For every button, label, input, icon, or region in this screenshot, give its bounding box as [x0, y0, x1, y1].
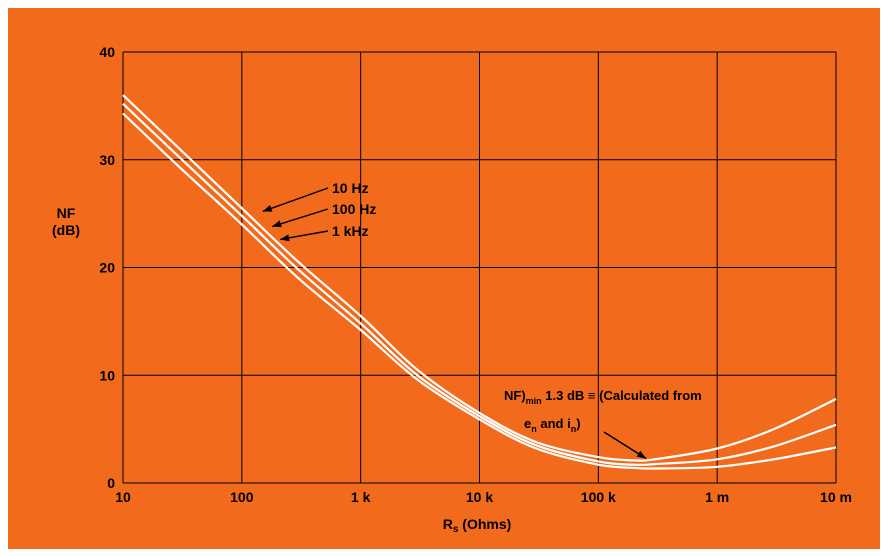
x-tick-label: 10: [115, 489, 131, 505]
series-label: 100 Hz: [332, 201, 376, 217]
nf-min-annotation: NF)min 1.3 dB ≡ (Calculated from en and …: [504, 388, 702, 460]
annotation-arrowhead: [636, 450, 647, 459]
series-label-leader: [262, 187, 329, 213]
y-tick-label: 30: [99, 152, 115, 168]
series-label: 1 kHz: [332, 223, 369, 239]
x-tick-label: 10 m: [820, 489, 852, 505]
x-axis-label: Rs (Ohms): [443, 516, 512, 535]
curves: [122, 94, 837, 470]
series-label: 10 Hz: [332, 180, 369, 196]
series-line-10hz: [122, 94, 837, 462]
x-axis-label-main: R: [443, 516, 453, 532]
series-label-arrowhead: [280, 234, 290, 242]
grid: [122, 51, 837, 484]
series-label-leader: [271, 208, 329, 228]
y-tick-label: 20: [99, 260, 115, 276]
series-line-100hz: [122, 102, 837, 467]
x-tick-label: 10 k: [466, 489, 493, 505]
y-tick-label: 40: [99, 44, 115, 60]
series-label-arrowhead: [272, 220, 282, 228]
x-tick-label: 100: [230, 489, 254, 505]
annotation-line1: NF)min 1.3 dB ≡ (Calculated from: [504, 388, 702, 406]
x-tick-label: 100 k: [581, 489, 616, 505]
x-axis-label-subscript: s: [453, 524, 459, 535]
series-line-1khz: [122, 112, 837, 470]
series-labels: 10 Hz 100 Hz 1 kHz: [262, 180, 376, 242]
series-label-arrowhead: [262, 205, 273, 212]
y-tick-label: 0: [107, 475, 115, 491]
y-tick-label: 10: [99, 367, 115, 383]
x-tick-label: 1 k: [351, 489, 371, 505]
axis-labels: NF (dB) Rs (Ohms): [52, 205, 511, 535]
annotation-line2: en and in): [524, 416, 581, 434]
y-axis-label-line1: NF: [57, 205, 76, 221]
x-tick-label: 1 m: [705, 489, 729, 505]
x-axis-label-rest: (Ohms): [458, 516, 511, 532]
y-axis-label-line2: (dB): [52, 222, 80, 238]
